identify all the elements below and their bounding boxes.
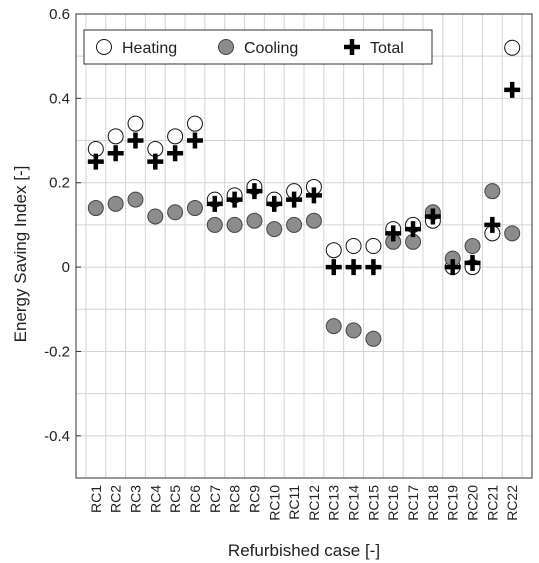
cooling-point xyxy=(305,212,322,229)
heating-point xyxy=(107,128,124,145)
x-tick-label: RC6 xyxy=(187,485,203,513)
total-point xyxy=(107,145,124,162)
data-marks xyxy=(87,39,521,347)
cooling-point xyxy=(365,330,382,347)
x-tick-label: RC7 xyxy=(207,485,223,513)
heating-point xyxy=(186,115,203,132)
x-axis-label: Refurbished case [-] xyxy=(228,541,380,560)
cooling-point xyxy=(266,221,283,238)
cooling-point xyxy=(147,208,164,225)
y-tick-label: -0.2 xyxy=(44,343,70,360)
x-tick-label: RC1 xyxy=(88,485,104,513)
x-tick-label: RC5 xyxy=(167,485,183,513)
x-tick-label: RC8 xyxy=(227,485,243,513)
total-point xyxy=(127,132,144,149)
total-point xyxy=(305,187,322,204)
x-tick-label: RC22 xyxy=(504,485,520,521)
y-axis-label: Energy Saving Index [-] xyxy=(11,166,30,343)
heating-point xyxy=(167,128,184,145)
x-tick-label: RC2 xyxy=(108,485,124,513)
grid-lines xyxy=(76,13,532,479)
cooling-point xyxy=(167,204,184,221)
plot-frame xyxy=(75,13,533,479)
cooling-point xyxy=(464,238,481,254)
x-tick-label: RC4 xyxy=(147,485,163,513)
cooling-point xyxy=(87,200,104,217)
x-tick-label: RC17 xyxy=(405,485,421,521)
legend-heating-marker xyxy=(96,39,112,55)
y-tick-label: 0.2 xyxy=(49,175,70,192)
total-point xyxy=(464,254,481,271)
total-point xyxy=(266,195,283,212)
heating-point xyxy=(127,115,144,132)
legend: Heating Cooling Total xyxy=(83,29,433,65)
total-point xyxy=(444,259,461,276)
cooling-point xyxy=(325,318,342,335)
heating-point xyxy=(325,242,342,259)
x-tick-label: RC21 xyxy=(484,485,500,521)
x-tick-label: RC9 xyxy=(246,485,262,513)
cooling-point xyxy=(345,322,362,339)
total-point xyxy=(246,183,263,200)
total-point xyxy=(365,259,382,276)
heating-point xyxy=(365,238,382,254)
cooling-point xyxy=(206,216,223,233)
cooling-point xyxy=(286,216,303,233)
x-tick-label: RC16 xyxy=(385,485,401,521)
x-tick-label: RC18 xyxy=(425,485,441,521)
cooling-point xyxy=(484,183,501,200)
total-point xyxy=(504,81,521,98)
cooling-point xyxy=(127,191,144,208)
heating-point xyxy=(345,238,362,254)
total-point xyxy=(167,145,184,162)
total-point xyxy=(385,225,402,242)
total-point xyxy=(206,195,223,212)
total-point xyxy=(186,132,203,149)
cooling-point xyxy=(246,212,263,229)
x-tick-label: RC15 xyxy=(365,485,381,521)
total-point xyxy=(345,259,362,276)
x-tick-label: RC14 xyxy=(346,485,362,521)
legend-cooling-marker xyxy=(218,39,234,55)
total-point xyxy=(405,221,422,238)
x-axis-ticks: RC1 RC2 RC3 RC4 RC5 RC6 RC7 RC8 RC9 RC10 RC11 RC12 R… xyxy=(88,485,520,521)
total-point xyxy=(424,208,441,225)
x-tick-label: RC20 xyxy=(465,485,481,521)
y-tick-label: 0 xyxy=(62,259,70,276)
x-tick-label: RC3 xyxy=(127,485,143,513)
legend-total-label: Total xyxy=(370,40,404,57)
cooling-point xyxy=(226,216,243,233)
y-tick-label: 0.6 xyxy=(49,6,70,23)
x-tick-label: RC10 xyxy=(266,485,282,521)
y-tick-label: -0.4 xyxy=(44,428,70,445)
x-tick-label: RC13 xyxy=(326,485,342,521)
total-point xyxy=(286,191,303,208)
legend-total-marker xyxy=(344,39,360,55)
x-tick-label: RC12 xyxy=(306,485,322,521)
total-point xyxy=(147,153,164,170)
total-point xyxy=(87,153,104,170)
legend-heating-label: Heating xyxy=(122,40,177,57)
cooling-point xyxy=(186,200,203,217)
legend-box xyxy=(83,29,433,65)
y-axis-ticks: -0.4 -0.2 0 0.2 0.4 0.6 xyxy=(44,6,81,445)
y-tick-label: 0.4 xyxy=(49,90,70,107)
cooling-point xyxy=(107,195,124,212)
heating-point xyxy=(504,39,521,56)
legend-cooling-label: Cooling xyxy=(244,40,298,57)
total-point xyxy=(226,191,243,208)
total-point xyxy=(325,259,342,276)
total-point xyxy=(484,216,501,233)
cooling-point xyxy=(504,225,521,242)
x-tick-label: RC19 xyxy=(445,485,461,521)
x-tick-label: RC11 xyxy=(286,485,302,520)
